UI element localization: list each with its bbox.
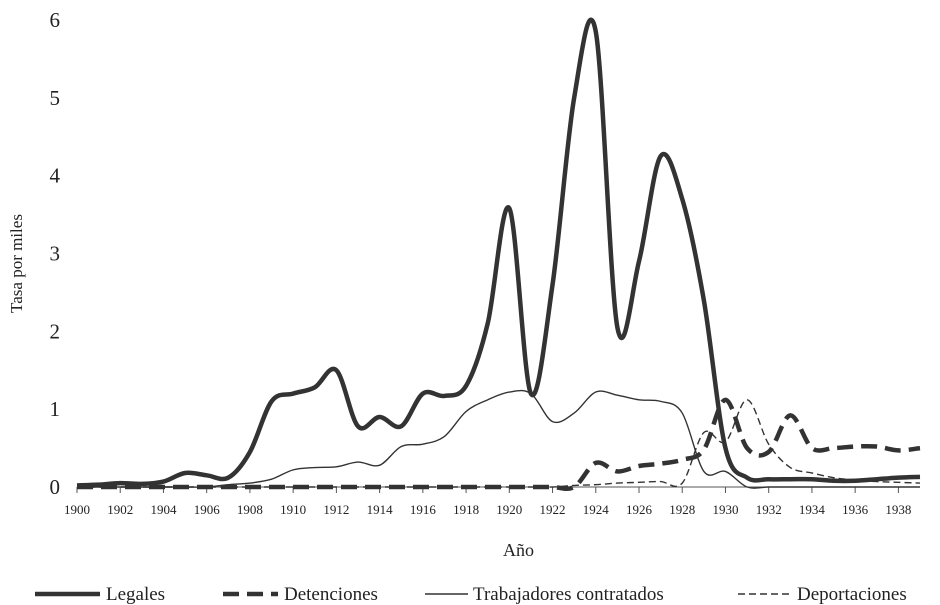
x-tick-label: 1928 <box>669 502 695 517</box>
y-axis-ticks: 0 1 2 3 4 5 6 <box>50 8 61 499</box>
legend-label-trabajadores-contratados: Trabajadores contratados <box>473 584 664 605</box>
y-axis-title: Tasa por miles <box>7 214 26 313</box>
y-tick-label: 0 <box>50 475 61 499</box>
legend-label-deportaciones: Deportaciones <box>797 584 907 605</box>
x-axis-title: Año <box>503 540 534 560</box>
x-tick-label: 1910 <box>280 502 306 517</box>
legend: Legales Detenciones Trabajadores contratad… <box>35 584 907 605</box>
x-tick-label: 1930 <box>712 502 738 517</box>
x-tick-label: 1926 <box>626 502 653 517</box>
x-tick-label: 1912 <box>323 502 349 517</box>
x-tick-label: 1924 <box>583 502 610 517</box>
x-tick-label: 1918 <box>453 502 479 517</box>
x-tick-label: 1916 <box>410 502 437 517</box>
y-tick-label: 3 <box>50 242 61 266</box>
legend-label-detenciones: Detenciones <box>284 584 378 605</box>
x-tick-label: 1904 <box>150 502 177 517</box>
y-tick-label: 5 <box>50 86 61 110</box>
x-tick-label: 1922 <box>540 502 566 517</box>
series-line-trabajadores-contratados <box>76 389 921 489</box>
y-tick-label: 4 <box>50 164 61 188</box>
series-lines <box>76 17 921 492</box>
x-tick-label: 1900 <box>64 502 90 517</box>
y-tick-label: 6 <box>50 8 61 32</box>
x-tick-label: 1932 <box>756 502 782 517</box>
x-tick-label: 1938 <box>885 502 911 517</box>
x-tick-label: 1902 <box>107 502 133 517</box>
x-axis-ticks: 1900 1902 1904 1906 1908 1910 1912 1914 1916 1918… <box>64 487 911 517</box>
x-tick-label: 1920 <box>496 502 522 517</box>
y-tick-label: 2 <box>50 319 61 343</box>
x-tick-label: 1908 <box>237 502 263 517</box>
x-tick-label: 1906 <box>194 502 221 517</box>
x-tick-label: 1914 <box>367 502 394 517</box>
series-line-deportaciones <box>76 399 921 488</box>
x-tick-label: 1936 <box>842 502 869 517</box>
x-tick-label: 1934 <box>799 502 826 517</box>
y-tick-label: 1 <box>50 397 61 421</box>
legend-label-legales: Legales <box>106 584 165 605</box>
